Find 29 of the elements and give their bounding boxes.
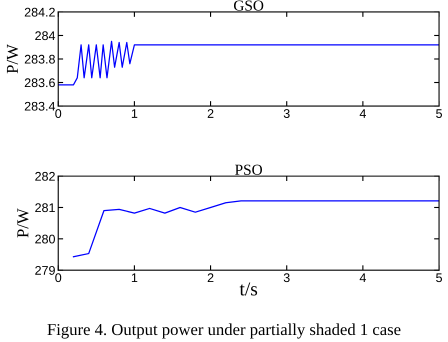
x-tick-label: 5 [436,273,442,282]
x-tick-label: 4 [360,109,366,118]
x-tick-label: 2 [208,109,214,118]
x-tick-label: 0 [55,109,62,118]
x-tick-label: 1 [132,109,138,118]
y-tick-label: 282 [35,172,55,181]
x-tick-label: 3 [284,273,290,282]
y-tick-label: 283.6 [24,78,55,88]
chart-title: PSO [235,164,262,175]
x-tick-label: 3 [284,109,290,118]
y-axis-title: P/W [17,208,29,238]
line-series [72,200,440,258]
y-tick-label: 279 [35,266,55,275]
x-tick-label: 2 [208,273,214,282]
chart-title: GSO [234,0,264,11]
x-tick-label: 1 [132,273,138,282]
y-tick-label: 284.2 [24,8,55,17]
y-tick-label: 283.4 [24,102,56,111]
caption: Figure 4. Output power under partially shaded 1 case [47,323,400,339]
y-tick-label: 280 [35,234,55,244]
line-series [58,40,440,86]
y-axis-title: P/W [6,44,18,74]
x-tick-label: 5 [436,109,442,118]
y-tick-label: 283.8 [24,54,55,64]
x-axis-title: t/s [240,282,258,296]
y-tick-label: 284 [35,31,56,40]
x-tick-label: 0 [55,273,62,282]
x-tick-label: 4 [360,273,366,282]
y-tick-label: 281 [35,203,55,212]
